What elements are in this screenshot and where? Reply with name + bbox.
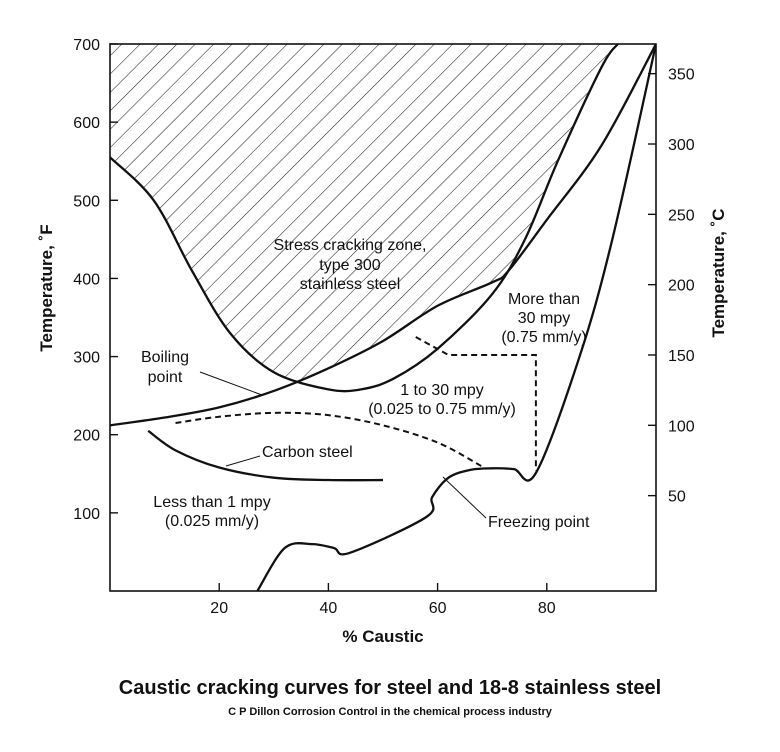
annotation-stress-zone: Stress cracking zone, type 300 stainless…	[274, 237, 427, 293]
annotation-boiling-point: Boiling point	[141, 349, 263, 396]
annotation-less-than-1-mpy: Less than 1 mpy (0.025 mm/y)	[153, 494, 270, 530]
svg-text:type 300: type 300	[319, 257, 380, 274]
y-tick-label: 300	[73, 350, 100, 367]
y-tick-label: 100	[73, 506, 100, 523]
x-tick-label: 20	[210, 600, 228, 617]
x-tick-label: 40	[320, 600, 338, 617]
y2-tick-label: 250	[668, 207, 695, 224]
y2-tick-label: 350	[668, 67, 695, 84]
y2-tick-label: 300	[668, 137, 695, 154]
y2-tick-label: 150	[668, 348, 695, 365]
svg-text:Carbon steel: Carbon steel	[262, 444, 353, 461]
y-tick-label: 400	[73, 271, 100, 288]
y-tick-label: 700	[73, 37, 100, 54]
x-tick-label: 80	[538, 600, 556, 617]
y-axis-title: Temperature, ˚F	[37, 224, 56, 351]
svg-text:1 to 30 mpy: 1 to 30 mpy	[400, 382, 484, 399]
carbon-steel-leader	[225, 455, 261, 467]
y2-tick-label: 100	[668, 418, 695, 435]
svg-text:Boiling: Boiling	[141, 349, 189, 366]
svg-text:point: point	[148, 369, 183, 386]
y-tick-label: 500	[73, 193, 100, 210]
figure-caption-source: C P Dillon Corrosion Control in the chem…	[228, 706, 552, 718]
svg-text:(0.75 mm/y): (0.75 mm/y)	[501, 329, 586, 346]
y-tick-label: 200	[73, 428, 100, 445]
y2-tick-label: 200	[668, 278, 695, 295]
series-line-boiling-point	[110, 44, 656, 427]
plot-frame	[109, 43, 657, 592]
y2-tick-label: 50	[668, 489, 686, 506]
svg-text:Stress cracking zone,: Stress cracking zone,	[274, 237, 427, 254]
svg-text:Freezing point: Freezing point	[488, 514, 590, 531]
series-line-freezing-point	[256, 44, 656, 591]
svg-text:(0.025 mm/y): (0.025 mm/y)	[165, 513, 259, 530]
x-axis-title: % Caustic	[342, 627, 423, 646]
series-line-carbon-steel	[147, 429, 384, 482]
y-tick-label: 600	[73, 115, 100, 132]
series-line-1-to-30-mpy-boundary	[175, 411, 482, 467]
svg-text:30 mpy: 30 mpy	[518, 310, 570, 327]
annotation-freezing-point: Freezing point	[442, 476, 590, 531]
series-line-stress-cracking-zone-type-300-stainless-steel	[110, 44, 619, 393]
freezing-point-leader	[442, 476, 487, 519]
boiling-point-leader	[199, 371, 263, 396]
x-tick-label: 60	[429, 600, 447, 617]
svg-text:More than: More than	[508, 291, 580, 308]
annotation-more-than-30-mpy: More than 30 mpy (0.75 mm/y)	[501, 291, 586, 346]
annotation-1-to-30-mpy: 1 to 30 mpy (0.025 to 0.75 mm/y)	[368, 382, 516, 418]
figure-caption-title: Caustic cracking curves for steel and 18…	[118, 677, 662, 699]
stress-cracking-zone-region	[110, 44, 618, 392]
svg-text:Less than 1 mpy: Less than 1 mpy	[153, 494, 270, 511]
svg-text:stainless steel: stainless steel	[300, 276, 401, 293]
svg-text:(0.025 to 0.75 mm/y): (0.025 to 0.75 mm/y)	[368, 401, 516, 418]
annotation-carbon-steel: Carbon steel	[225, 444, 353, 467]
series-line-more-than-30-mpy-boundary	[415, 336, 537, 471]
y2-axis-title: Temperature, ˚C	[709, 208, 728, 337]
